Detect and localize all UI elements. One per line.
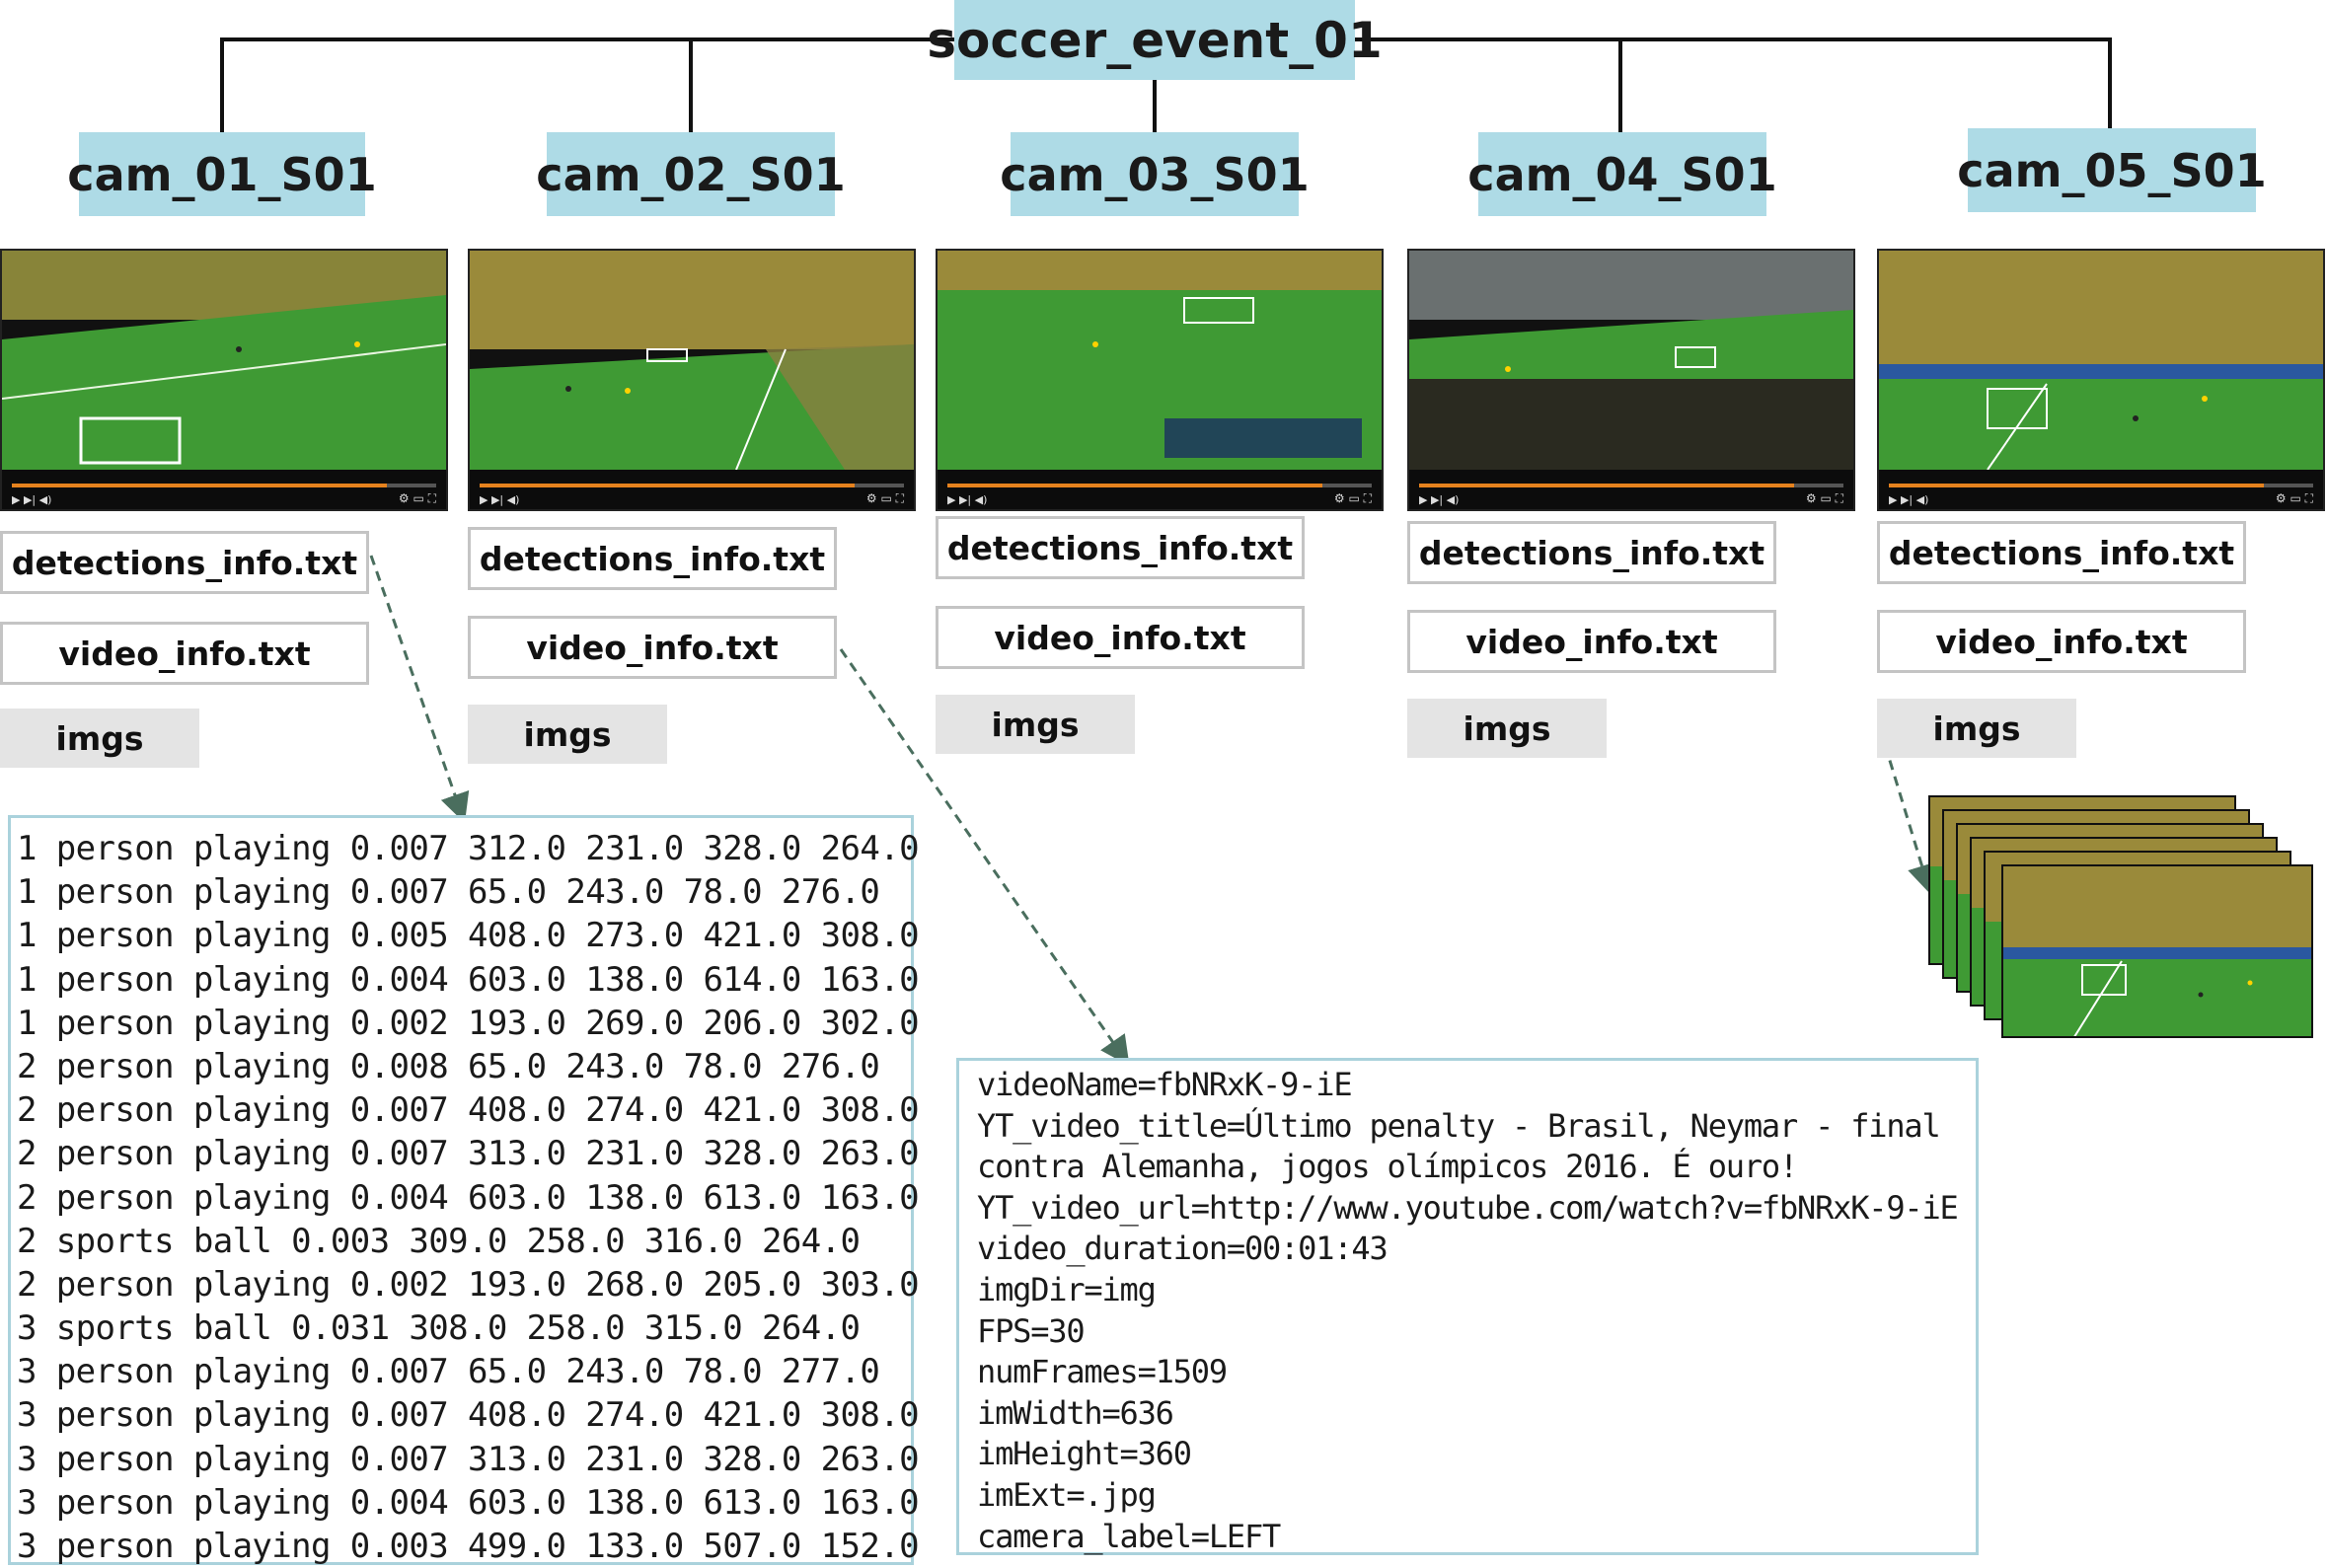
play-controls-icon[interactable]: ▶ ▶| ◀) <box>480 493 520 506</box>
detection-line: 1 person playing 0.007 312.0 231.0 328.0… <box>17 829 920 868</box>
player-controls: ▶ ▶| ◀) ⚙ ▭ ⛶ <box>1409 470 1853 509</box>
video-info-line: imHeight=360 <box>977 1435 1192 1473</box>
camera-column: cam_03_S01 ▶ ▶| ◀) ⚙ ▭ ⛶ detections_info… <box>936 0 1384 1567</box>
camera-label: cam_02_S01 <box>536 132 846 216</box>
file-video-info[interactable]: video_info.txt <box>1877 610 2246 673</box>
video-info-line: video_duration=00:01:43 <box>977 1230 1389 1268</box>
seek-progress <box>947 484 1322 487</box>
video-thumbnail[interactable]: ▶ ▶| ◀) ⚙ ▭ ⛶ <box>1407 249 1855 511</box>
camera-label: cam_04_S01 <box>1467 132 1777 216</box>
file-video-info[interactable]: video_info.txt <box>1407 610 1776 673</box>
camera-column: cam_02_S01 ▶ ▶| ◀) ⚙ ▭ ⛶ detections_info… <box>468 0 916 1567</box>
video-thumbnail[interactable]: ▶ ▶| ◀) ⚙ ▭ ⛶ <box>0 249 448 511</box>
video-thumbnail[interactable]: ▶ ▶| ◀) ⚙ ▭ ⛶ <box>936 249 1384 511</box>
player-controls: ▶ ▶| ◀) ⚙ ▭ ⛶ <box>470 470 914 509</box>
video-info-line: contra Alemanha, jogos olímpicos 2016. É… <box>977 1148 1798 1186</box>
stadium-scene-icon <box>1409 251 1853 470</box>
file-detections-info[interactable]: detections_info.txt <box>1407 521 1776 584</box>
video-thumbnail[interactable]: ▶ ▶| ◀) ⚙ ▭ ⛶ <box>1877 249 2325 511</box>
file-video-info[interactable]: video_info.txt <box>468 616 837 679</box>
player-controls: ▶ ▶| ◀) ⚙ ▭ ⛶ <box>938 470 1382 509</box>
video-info-line: FPS=30 <box>977 1311 1086 1350</box>
player-controls: ▶ ▶| ◀) ⚙ ▭ ⛶ <box>1879 470 2323 509</box>
video-info-line: YT_video_title=Último penalty - Brasil, … <box>977 1106 1941 1145</box>
detection-line: 2 person playing 0.007 408.0 274.0 421.0… <box>17 1090 920 1131</box>
settings-fullscreen-icon[interactable]: ⚙ ▭ ⛶ <box>865 491 904 505</box>
file-detections-info[interactable]: detections_info.txt <box>1877 521 2246 584</box>
detection-line: 3 person playing 0.004 603.0 138.0 613.0… <box>17 1482 920 1523</box>
folder-imgs[interactable]: imgs <box>1877 699 2076 758</box>
camera-label: cam_05_S01 <box>1957 128 2267 212</box>
detection-line: 1 person playing 0.004 603.0 138.0 614.0… <box>17 959 920 1000</box>
stadium-scene-icon <box>470 251 914 470</box>
video-info-line: camera_label=LEFT <box>977 1517 1281 1555</box>
file-detections-info[interactable]: detections_info.txt <box>936 516 1305 579</box>
detection-line: 1 person playing 0.007 65.0 243.0 78.0 2… <box>17 872 880 913</box>
folder-imgs[interactable]: imgs <box>1407 699 1607 758</box>
arrow-video-info <box>839 648 1130 1067</box>
file-detections-info[interactable]: detections_info.txt <box>468 527 837 590</box>
file-video-info[interactable]: video_info.txt <box>936 606 1305 669</box>
camera-column: cam_05_S01 ▶ ▶| ◀) ⚙ ▭ ⛶ detections_info… <box>1877 0 2325 1567</box>
detection-line: 1 person playing 0.002 193.0 269.0 206.0… <box>17 1003 920 1043</box>
player-controls: ▶ ▶| ◀) ⚙ ▭ ⛶ <box>2 470 446 509</box>
camera-label: cam_01_S01 <box>67 132 377 216</box>
camera-label: cam_03_S01 <box>1000 132 1310 216</box>
video-info-line: imgDir=img <box>977 1270 1157 1308</box>
camera-column: cam_01_S01 ▶ ▶| ◀) ⚙ ▭ ⛶ detections_info… <box>0 0 448 1567</box>
detection-line: 3 person playing 0.003 499.0 133.0 507.0… <box>17 1527 920 1566</box>
folder-imgs[interactable]: imgs <box>936 695 1135 754</box>
file-video-info[interactable]: video_info.txt <box>0 622 369 685</box>
settings-fullscreen-icon[interactable]: ⚙ ▭ ⛶ <box>398 491 436 505</box>
folder-imgs[interactable]: imgs <box>0 709 199 768</box>
seek-progress <box>480 484 855 487</box>
play-controls-icon[interactable]: ▶ ▶| ◀) <box>1889 493 1929 506</box>
seek-progress <box>1419 484 1794 487</box>
video-info-line: numFrames=1509 <box>977 1353 1228 1391</box>
detection-line: 3 sports ball 0.031 308.0 258.0 315.0 26… <box>17 1308 861 1349</box>
folder-imgs[interactable]: imgs <box>468 705 667 764</box>
settings-fullscreen-icon[interactable]: ⚙ ▭ ⛶ <box>1805 491 1843 505</box>
stadium-scene-icon <box>938 251 1382 470</box>
detection-line: 3 person playing 0.007 408.0 274.0 421.0… <box>17 1395 920 1436</box>
detection-line: 3 person playing 0.007 65.0 243.0 78.0 2… <box>17 1352 880 1392</box>
video-info-line: YT_video_url=http://www.youtube.com/watc… <box>977 1188 1959 1227</box>
video-info-line: imWidth=636 <box>977 1393 1174 1432</box>
seek-progress <box>1889 484 2264 487</box>
stadium-scene-icon <box>2 251 446 470</box>
seek-progress <box>12 484 387 487</box>
detection-line: 2 person playing 0.007 313.0 231.0 328.0… <box>17 1134 920 1174</box>
camera-column: cam_04_S01 ▶ ▶| ◀) ⚙ ▭ ⛶ detections_info… <box>1407 0 1855 1567</box>
settings-fullscreen-icon[interactable]: ⚙ ▭ ⛶ <box>2275 491 2313 505</box>
play-controls-icon[interactable]: ▶ ▶| ◀) <box>12 493 52 506</box>
stadium-scene-icon <box>1879 251 2323 470</box>
image-frames-stack <box>1926 795 2321 1038</box>
video-info-file-contents: videoName=fbNRxK-9-iE YT_video_title=Últ… <box>956 1058 1979 1555</box>
detection-line: 2 person playing 0.008 65.0 243.0 78.0 2… <box>17 1046 880 1086</box>
frame-scene-icon <box>2003 866 2311 1036</box>
detection-line: 2 sports ball 0.003 309.0 258.0 316.0 26… <box>17 1221 861 1261</box>
detection-line: 3 person playing 0.007 313.0 231.0 328.0… <box>17 1439 920 1479</box>
file-detections-info[interactable]: detections_info.txt <box>0 531 369 594</box>
root-event-label: soccer_event_01 <box>927 0 1383 80</box>
video-info-line: videoName=fbNRxK-9-iE <box>977 1066 1353 1103</box>
settings-fullscreen-icon[interactable]: ⚙ ▭ ⛶ <box>1333 491 1372 505</box>
image-frame-front <box>2001 864 2313 1038</box>
detections-file-contents: 1 person playing 0.007 312.0 231.0 328.0… <box>8 815 920 1566</box>
detection-line: 2 person playing 0.004 603.0 138.0 613.0… <box>17 1177 920 1218</box>
play-controls-icon[interactable]: ▶ ▶| ◀) <box>947 493 988 506</box>
video-info-line: imExt=.jpg <box>977 1475 1157 1514</box>
video-thumbnail[interactable]: ▶ ▶| ◀) ⚙ ▭ ⛶ <box>468 249 916 511</box>
arrow-detections <box>369 555 470 824</box>
detection-line: 1 person playing 0.005 408.0 273.0 421.0… <box>17 916 920 956</box>
play-controls-icon[interactable]: ▶ ▶| ◀) <box>1419 493 1460 506</box>
detection-line: 2 person playing 0.002 193.0 268.0 205.0… <box>17 1264 920 1305</box>
